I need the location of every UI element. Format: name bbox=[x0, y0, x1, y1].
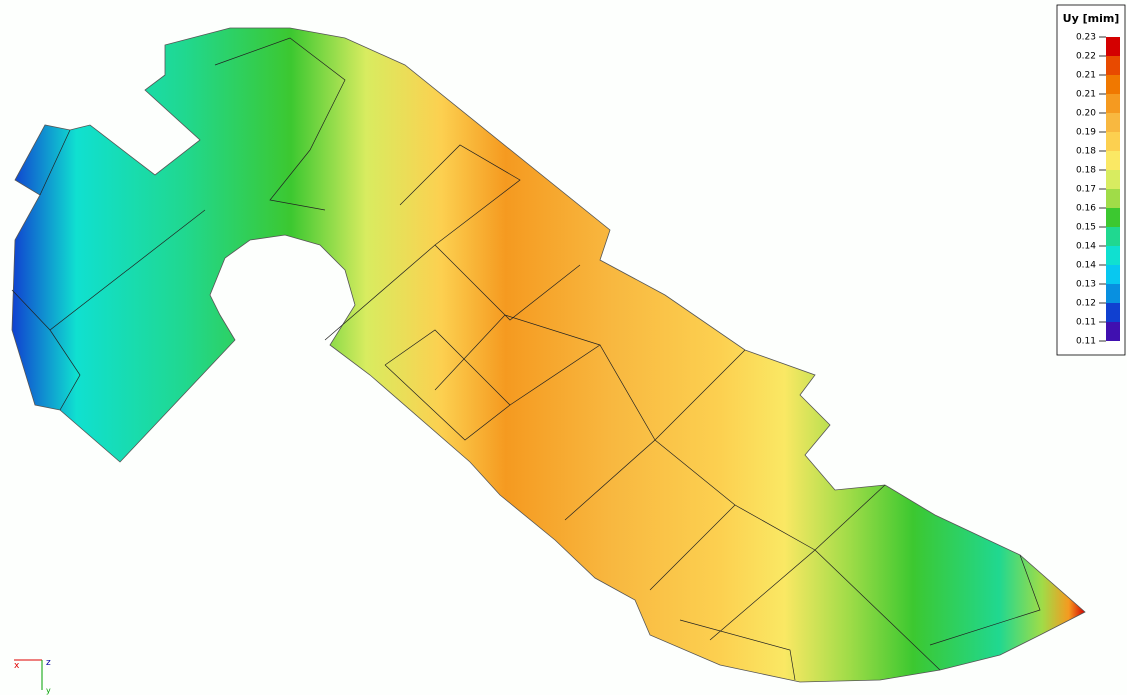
legend-label: 0.17 bbox=[1076, 185, 1096, 195]
legend-title: Uy [mim] bbox=[1063, 12, 1120, 25]
legend-label: 0.16 bbox=[1076, 204, 1096, 214]
page: Uy [mim] 0.23 0.22 0.21 0.21 0.20 0.19 0.18 0.1… bbox=[0, 0, 1127, 695]
legend-swatch bbox=[1106, 75, 1120, 94]
legend-label: 0.18 bbox=[1076, 166, 1096, 176]
axis-triad: x z y bbox=[14, 658, 51, 695]
legend-swatch bbox=[1106, 151, 1120, 170]
legend-swatch bbox=[1106, 170, 1120, 189]
legend: Uy [mim] 0.23 0.22 0.21 0.21 0.20 0.19 0.18 0.1… bbox=[1057, 5, 1125, 355]
legend-swatch bbox=[1106, 94, 1120, 113]
legend-swatch bbox=[1106, 303, 1120, 322]
legend-label: 0.22 bbox=[1076, 52, 1096, 62]
legend-label: 0.21 bbox=[1076, 90, 1096, 100]
legend-swatch bbox=[1106, 208, 1120, 227]
viewport: Uy [mim] 0.23 0.22 0.21 0.21 0.20 0.19 0.18 0.1… bbox=[0, 0, 1127, 695]
axis-x-label: x bbox=[14, 661, 20, 671]
legend-swatch bbox=[1106, 284, 1120, 303]
axis-z-label: z bbox=[46, 658, 51, 668]
legend-swatch bbox=[1106, 113, 1120, 132]
legend-label: 0.23 bbox=[1076, 33, 1096, 43]
legend-label: 0.15 bbox=[1076, 223, 1096, 233]
contour-plot bbox=[12, 28, 1085, 682]
legend-label: 0.21 bbox=[1076, 71, 1096, 81]
legend-swatch bbox=[1106, 37, 1120, 56]
legend-label: 0.18 bbox=[1076, 147, 1096, 157]
legend-label: 0.14 bbox=[1076, 261, 1096, 271]
axis-y-label: y bbox=[46, 686, 51, 695]
legend-label: 0.19 bbox=[1076, 128, 1096, 138]
legend-label: 0.12 bbox=[1076, 299, 1096, 309]
legend-swatch bbox=[1106, 189, 1120, 208]
legend-swatch bbox=[1106, 56, 1120, 75]
legend-label: 0.20 bbox=[1076, 109, 1096, 119]
legend-swatch bbox=[1106, 322, 1120, 341]
legend-label: 0.13 bbox=[1076, 280, 1096, 290]
legend-swatch bbox=[1106, 265, 1120, 284]
legend-swatch bbox=[1106, 246, 1120, 265]
legend-label: 0.11 bbox=[1076, 318, 1096, 328]
legend-label: 0.11 bbox=[1076, 337, 1096, 347]
legend-swatch bbox=[1106, 132, 1120, 151]
legend-label: 0.14 bbox=[1076, 242, 1096, 252]
legend-swatch bbox=[1106, 227, 1120, 246]
